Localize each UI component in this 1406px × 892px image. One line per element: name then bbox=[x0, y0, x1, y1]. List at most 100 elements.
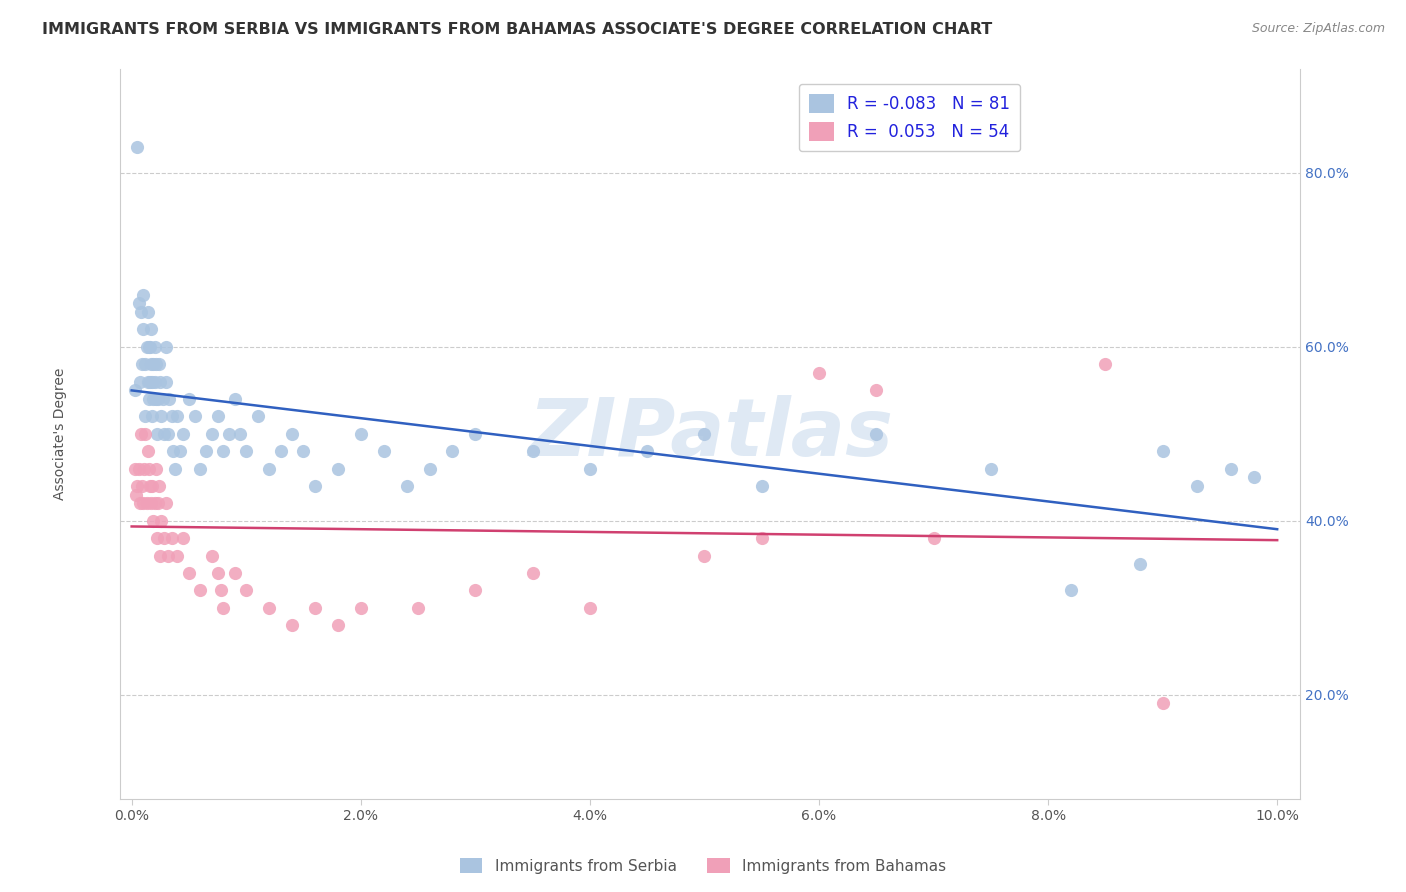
Point bbox=[246, 409, 269, 424]
Point bbox=[177, 566, 200, 580]
Point bbox=[139, 479, 162, 493]
Point bbox=[807, 366, 830, 380]
Point bbox=[142, 357, 165, 371]
Point bbox=[865, 384, 887, 398]
Point bbox=[177, 392, 200, 406]
Point bbox=[464, 583, 486, 598]
Point bbox=[141, 479, 163, 493]
Point bbox=[195, 444, 218, 458]
Point bbox=[149, 549, 172, 563]
Text: IMMIGRANTS FROM SERBIA VS IMMIGRANTS FROM BAHAMAS ASSOCIATE'S DEGREE CORRELATION: IMMIGRANTS FROM SERBIA VS IMMIGRANTS FRO… bbox=[42, 22, 993, 37]
Point bbox=[235, 583, 257, 598]
Point bbox=[190, 461, 212, 475]
Point bbox=[207, 409, 229, 424]
Point bbox=[160, 531, 183, 545]
Point bbox=[201, 549, 224, 563]
Point bbox=[141, 375, 163, 389]
Point bbox=[127, 140, 149, 154]
Point bbox=[326, 618, 349, 632]
Legend: Immigrants from Serbia, Immigrants from Bahamas: Immigrants from Serbia, Immigrants from … bbox=[453, 852, 953, 880]
Point bbox=[169, 444, 191, 458]
Point bbox=[143, 496, 166, 510]
Point bbox=[165, 461, 187, 475]
Point bbox=[162, 444, 184, 458]
Point bbox=[136, 375, 159, 389]
Point bbox=[132, 322, 155, 336]
Point bbox=[150, 514, 173, 528]
Point bbox=[134, 426, 156, 441]
Point bbox=[1220, 461, 1243, 475]
Point bbox=[134, 357, 156, 371]
Point bbox=[125, 488, 148, 502]
Point bbox=[1185, 479, 1208, 493]
Point bbox=[146, 392, 169, 406]
Point bbox=[865, 426, 887, 441]
Point bbox=[128, 461, 150, 475]
Point bbox=[157, 426, 180, 441]
Point bbox=[141, 409, 163, 424]
Point bbox=[218, 426, 240, 441]
Point bbox=[139, 496, 162, 510]
Point bbox=[522, 566, 544, 580]
Point bbox=[145, 461, 167, 475]
Point bbox=[146, 531, 169, 545]
Point bbox=[127, 479, 149, 493]
Point bbox=[1129, 558, 1152, 572]
Text: ZIPatlas: ZIPatlas bbox=[527, 395, 893, 473]
Point bbox=[1243, 470, 1265, 484]
Point bbox=[406, 600, 429, 615]
Point bbox=[132, 496, 155, 510]
Point bbox=[579, 461, 602, 475]
Point bbox=[281, 618, 304, 632]
Point bbox=[128, 496, 150, 510]
Point bbox=[160, 409, 183, 424]
Point bbox=[134, 409, 156, 424]
Point bbox=[131, 357, 153, 371]
Point bbox=[304, 600, 326, 615]
Point bbox=[224, 566, 246, 580]
Point bbox=[155, 496, 177, 510]
Point bbox=[292, 444, 315, 458]
Point bbox=[172, 426, 194, 441]
Point bbox=[143, 375, 166, 389]
Point bbox=[751, 531, 773, 545]
Point bbox=[257, 600, 280, 615]
Legend: R = -0.083   N = 81, R =  0.053   N = 54: R = -0.083 N = 81, R = 0.053 N = 54 bbox=[799, 84, 1021, 151]
Point bbox=[207, 566, 229, 580]
Point bbox=[145, 392, 167, 406]
Point bbox=[441, 444, 464, 458]
Point bbox=[146, 496, 169, 510]
Point bbox=[135, 340, 157, 354]
Point bbox=[138, 461, 160, 475]
Point bbox=[693, 549, 716, 563]
Point bbox=[350, 426, 373, 441]
Point bbox=[139, 357, 162, 371]
Point bbox=[257, 461, 280, 475]
Point bbox=[124, 384, 146, 398]
Point bbox=[139, 322, 162, 336]
Point bbox=[143, 340, 166, 354]
Point bbox=[142, 392, 165, 406]
Point bbox=[224, 392, 246, 406]
Point bbox=[145, 357, 167, 371]
Text: Source: ZipAtlas.com: Source: ZipAtlas.com bbox=[1251, 22, 1385, 36]
Point bbox=[166, 409, 188, 424]
Point bbox=[418, 461, 440, 475]
Point bbox=[980, 461, 1002, 475]
Point bbox=[1152, 444, 1174, 458]
Point bbox=[235, 444, 257, 458]
Point bbox=[148, 357, 170, 371]
Point bbox=[157, 549, 180, 563]
Point bbox=[751, 479, 773, 493]
Point bbox=[1094, 357, 1116, 371]
Point bbox=[326, 461, 349, 475]
Point bbox=[138, 392, 160, 406]
Point bbox=[212, 444, 235, 458]
Point bbox=[155, 375, 177, 389]
Point bbox=[124, 461, 146, 475]
Point bbox=[190, 583, 212, 598]
Point bbox=[138, 340, 160, 354]
Point bbox=[304, 479, 326, 493]
Point bbox=[150, 409, 173, 424]
Point bbox=[129, 305, 152, 319]
